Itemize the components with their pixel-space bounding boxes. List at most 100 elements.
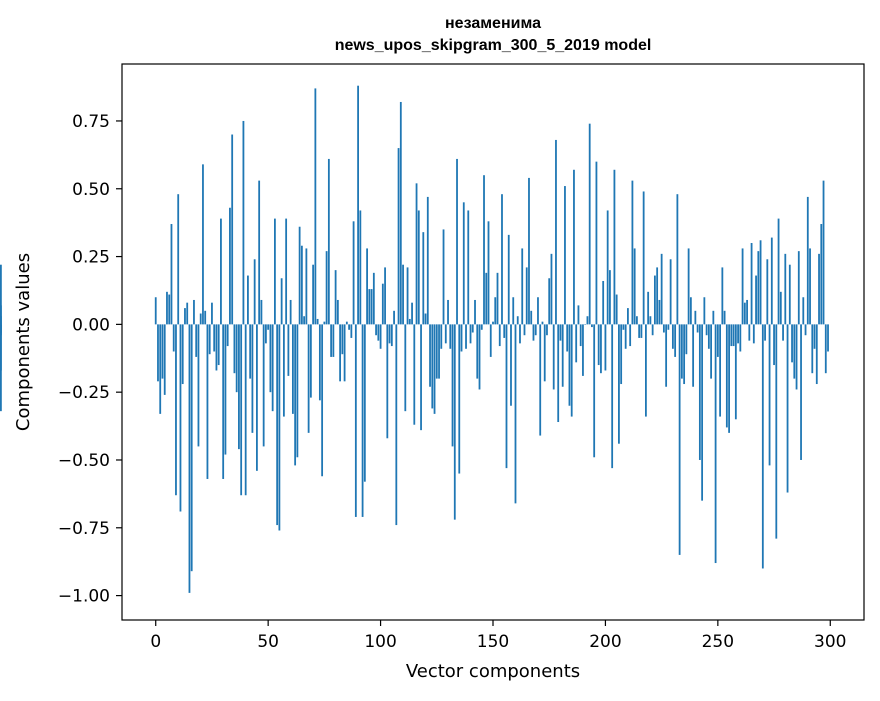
- bar: [384, 267, 386, 325]
- bar: [784, 253, 787, 325]
- bar: [393, 310, 395, 325]
- bar: [332, 324, 335, 357]
- bar: [184, 308, 186, 325]
- bar: [262, 324, 265, 447]
- bar: [438, 324, 440, 379]
- x-tick-label: 150: [477, 632, 509, 652]
- bar: [602, 280, 605, 325]
- bar: [525, 267, 528, 325]
- bar: [613, 169, 616, 325]
- bar: [734, 324, 737, 420]
- bar: [483, 175, 485, 325]
- x-tick-label: 250: [702, 632, 734, 652]
- bar: [258, 180, 261, 325]
- bar: [492, 321, 494, 325]
- bar: [496, 272, 499, 325]
- bar: [487, 221, 490, 325]
- bar: [175, 324, 177, 496]
- bar: [323, 321, 326, 325]
- bar: [788, 264, 791, 325]
- bar: [732, 324, 735, 347]
- bar: [442, 229, 445, 325]
- bar: [595, 161, 598, 325]
- bar: [404, 324, 407, 412]
- bar: [247, 275, 249, 325]
- bar: [278, 324, 281, 531]
- bar: [510, 324, 512, 406]
- bar: [361, 324, 364, 517]
- bar: [548, 278, 551, 325]
- bar: [669, 259, 672, 325]
- bar: [539, 324, 542, 436]
- bar: [300, 245, 303, 325]
- bar: [348, 324, 350, 330]
- bar: [354, 324, 357, 517]
- bar: [312, 264, 315, 325]
- bar: [624, 324, 627, 349]
- bar: [604, 324, 607, 371]
- bar: [620, 324, 623, 385]
- bar: [597, 324, 600, 366]
- bar: [649, 316, 652, 325]
- bar: [215, 324, 218, 371]
- bar: [0, 324, 2, 333]
- bar: [154, 297, 157, 325]
- x-tick-label: 0: [150, 632, 161, 652]
- bar: [824, 324, 827, 374]
- bar: [498, 324, 501, 347]
- bar: [188, 324, 191, 593]
- bar: [345, 321, 348, 325]
- bar: [222, 324, 225, 479]
- bar: [440, 324, 443, 349]
- bar: [375, 324, 377, 336]
- bar: [242, 120, 245, 325]
- bar: [813, 324, 816, 349]
- bar: [420, 324, 422, 431]
- bar: [343, 324, 346, 382]
- bar: [685, 324, 688, 355]
- bar: [723, 310, 726, 325]
- bar: [768, 324, 771, 466]
- bar: [761, 324, 764, 569]
- bar: [770, 237, 773, 325]
- bar: [0, 264, 2, 325]
- bar: [462, 202, 465, 325]
- bar: [0, 316, 2, 325]
- bar: [458, 324, 461, 474]
- bar: [645, 324, 647, 417]
- bar: [802, 297, 805, 325]
- bar: [168, 294, 171, 325]
- bar: [615, 294, 618, 325]
- bar: [294, 324, 297, 466]
- bar: [424, 313, 427, 325]
- bar: [220, 218, 222, 325]
- bar: [240, 324, 243, 496]
- bar: [305, 248, 308, 325]
- bar: [674, 324, 677, 357]
- bar: [435, 324, 438, 379]
- bar: [260, 299, 263, 325]
- bar: [372, 272, 375, 325]
- bar: [256, 324, 258, 471]
- bar: [217, 324, 220, 366]
- bar: [460, 324, 463, 352]
- bar: [186, 302, 189, 325]
- bar: [307, 324, 310, 433]
- bar: [417, 210, 420, 325]
- bar: [750, 243, 753, 325]
- bar: [811, 324, 814, 374]
- bar: [528, 177, 530, 325]
- bar: [683, 324, 686, 385]
- bar: [503, 324, 506, 338]
- bar: [564, 186, 566, 325]
- bar: [797, 251, 800, 325]
- bar: [521, 248, 524, 325]
- bar: [586, 316, 589, 325]
- bar: [519, 324, 521, 344]
- bar: [651, 324, 654, 336]
- bar: [238, 324, 240, 450]
- bar: [512, 297, 515, 325]
- bar: [815, 324, 818, 385]
- bar: [226, 324, 229, 347]
